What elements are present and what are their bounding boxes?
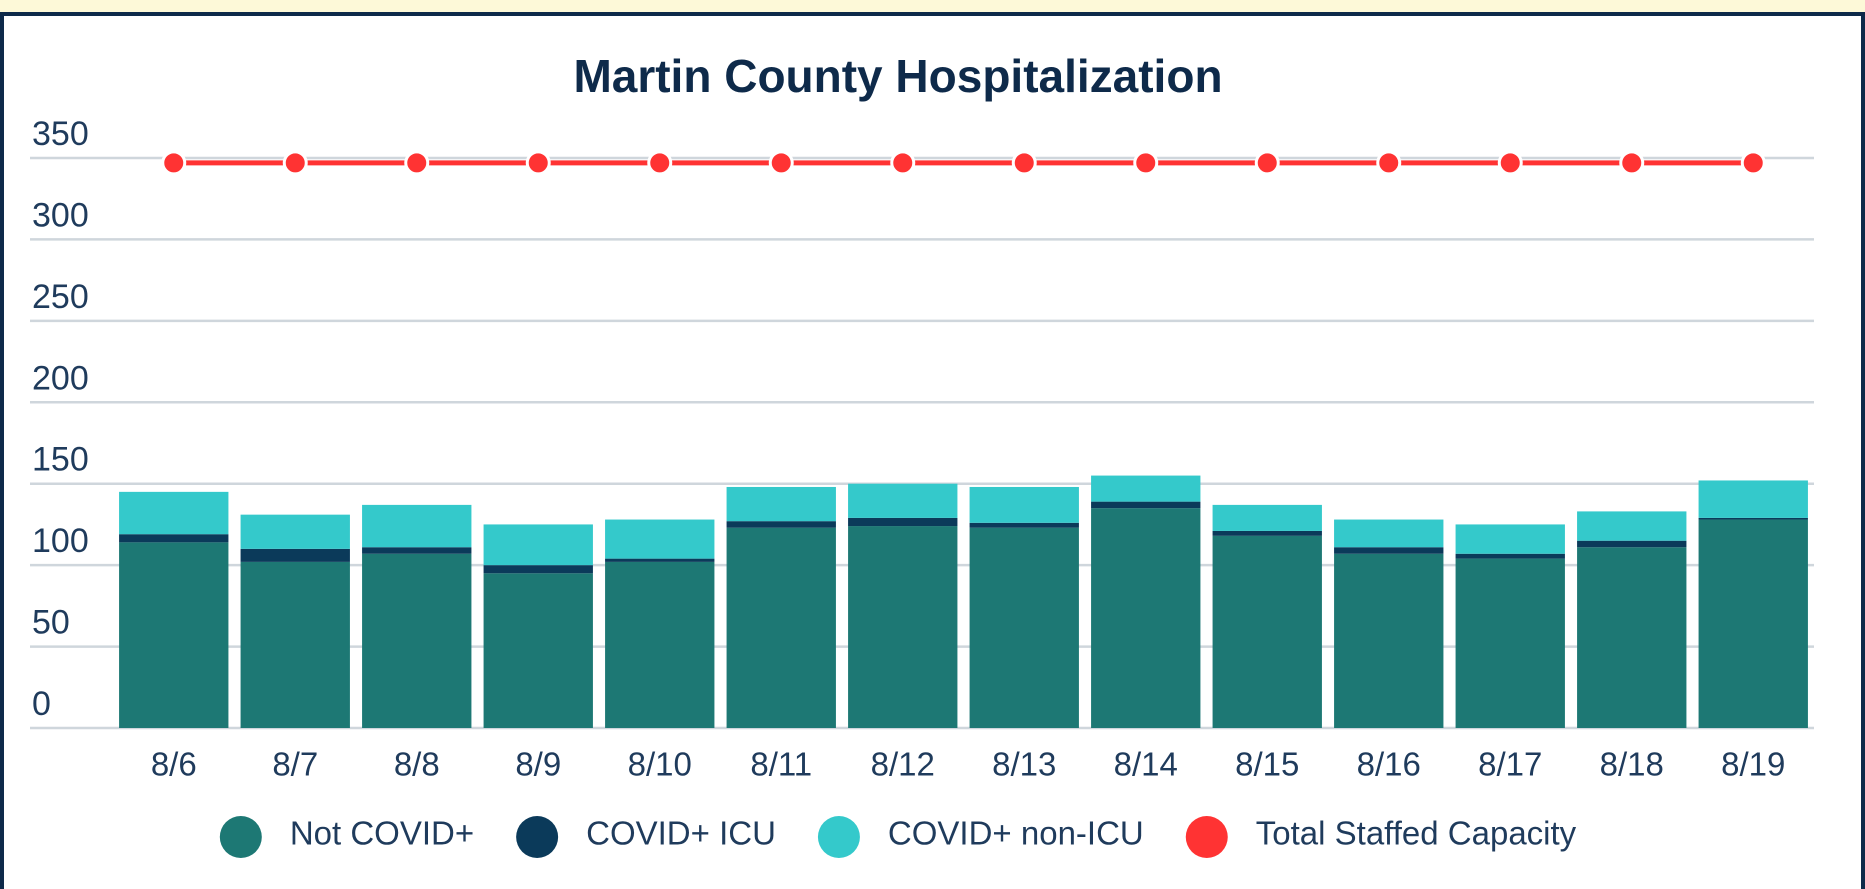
y-tick-label: 250 (32, 278, 89, 316)
bar-segment (848, 517, 958, 527)
bar-segment (1455, 524, 1565, 554)
bar-segment (1212, 504, 1322, 531)
legend-marker (1185, 816, 1228, 858)
bar-segment (1577, 511, 1687, 541)
legend-marker (516, 816, 559, 858)
bar-segment (1334, 553, 1444, 728)
x-tick-label: 8/14 (1114, 746, 1178, 783)
y-tick-label: 0 (32, 685, 51, 723)
bar-segment (726, 527, 836, 728)
bar-segment (1455, 553, 1565, 559)
x-tick-label: 8/17 (1478, 746, 1542, 783)
bar-segment (1091, 508, 1201, 728)
bar-segment (605, 519, 715, 559)
bar-segment (969, 522, 1079, 528)
line-point (1619, 150, 1645, 176)
bar-segment (240, 561, 350, 728)
bar-segment (1577, 547, 1687, 728)
legend-label: Total Staffed Capacity (1256, 815, 1577, 852)
bar-segment (726, 486, 836, 522)
x-tick-label: 8/18 (1600, 746, 1664, 783)
bar-segment (1698, 519, 1808, 728)
bar-segment (848, 483, 958, 518)
bar-segment (483, 524, 593, 566)
line-point (404, 150, 430, 176)
line-point (1376, 150, 1402, 176)
line-point (1740, 150, 1766, 176)
legend-marker (817, 816, 860, 858)
y-tick-label: 100 (32, 522, 89, 560)
x-tick-label: 8/13 (992, 746, 1056, 783)
bar-segment (362, 547, 472, 554)
bar-segment (119, 542, 229, 728)
line-point (525, 150, 551, 176)
x-tick-label: 8/15 (1235, 746, 1299, 783)
y-tick-label: 200 (32, 359, 89, 397)
line-point (1133, 150, 1159, 176)
line-point (647, 150, 673, 176)
x-tick-label: 8/16 (1357, 746, 1421, 783)
legend-marker (219, 816, 262, 858)
line-point (768, 150, 794, 176)
bar-segment (1698, 517, 1808, 520)
y-tick-label: 50 (32, 604, 70, 642)
bar-segment (1091, 501, 1201, 509)
x-tick-label: 8/12 (871, 746, 935, 783)
bar-segment (969, 527, 1079, 728)
bar-segment (1334, 547, 1444, 554)
bar-segment (1212, 535, 1322, 728)
x-tick-label: 8/7 (272, 746, 318, 783)
bar-segment (240, 548, 350, 562)
bar-segment (362, 504, 472, 548)
bar-segment (605, 561, 715, 728)
bar-segment (726, 521, 836, 528)
bar-segment (483, 573, 593, 728)
bar-segment (240, 514, 350, 549)
bar-segment (1698, 480, 1808, 518)
bar-segment (1334, 519, 1444, 548)
line-point (1254, 150, 1280, 176)
legend-label: COVID+ non-ICU (888, 815, 1144, 852)
bar-segment (362, 553, 472, 728)
x-tick-label: 8/10 (628, 746, 692, 783)
bar-segment (1212, 530, 1322, 536)
line-point (1497, 150, 1523, 176)
bar-segment (848, 526, 958, 728)
bar-segment (1091, 475, 1201, 502)
bar-segment (605, 558, 715, 562)
legend-label: Not COVID+ (290, 815, 474, 852)
bar-segment (119, 534, 229, 543)
bar-segment (1577, 540, 1687, 548)
bar-segment (483, 565, 593, 574)
line-point (890, 150, 916, 176)
y-tick-label: 300 (32, 196, 89, 234)
x-tick-label: 8/6 (151, 746, 197, 783)
x-tick-label: 8/9 (515, 746, 561, 783)
bar-segment (969, 486, 1079, 523)
bar-segment (119, 491, 229, 535)
x-tick-label: 8/8 (394, 746, 440, 783)
bar-segment (1455, 558, 1565, 728)
line-point (1011, 150, 1037, 176)
legend-label: COVID+ ICU (586, 815, 776, 852)
x-tick-label: 8/19 (1721, 746, 1785, 783)
x-tick-label: 8/11 (750, 746, 812, 783)
line-point (282, 150, 308, 176)
y-tick-label: 150 (32, 441, 89, 479)
y-tick-label: 350 (32, 115, 89, 153)
chart-title: Martin County Hospitalization (573, 50, 1222, 102)
line-point (161, 150, 187, 176)
